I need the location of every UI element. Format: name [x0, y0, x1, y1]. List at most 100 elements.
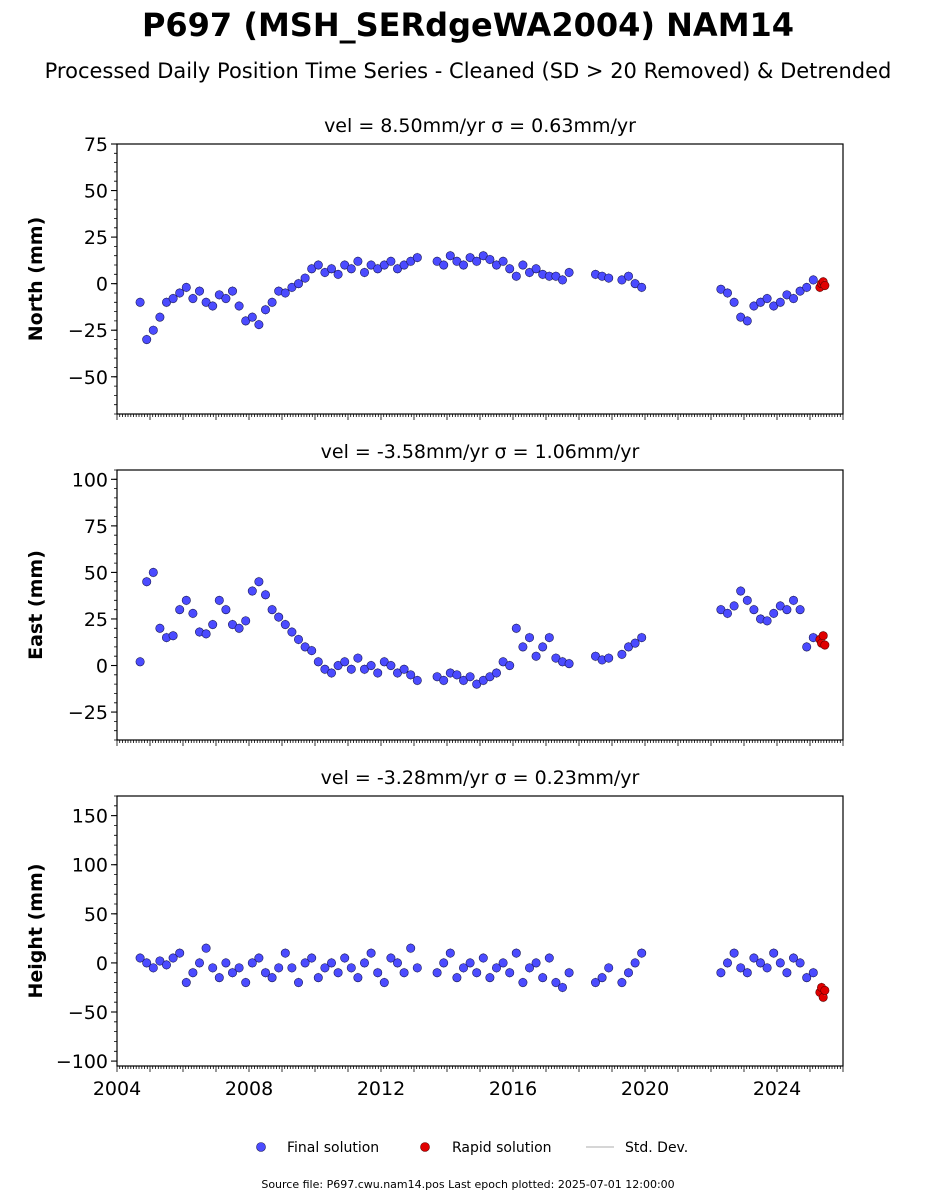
- final-point: [241, 616, 251, 626]
- final-point: [452, 670, 462, 680]
- final-point: [366, 661, 376, 671]
- final-point: [340, 953, 350, 963]
- final-point: [208, 620, 218, 630]
- legend-marker-final: [256, 1142, 266, 1152]
- final-point: [604, 653, 614, 663]
- legend: Final solution Rapid solution Std. Dev.: [256, 1140, 688, 1156]
- final-point: [188, 608, 198, 618]
- x-tick-label: 2024: [753, 1078, 801, 1100]
- y-axis-label-east: East (mm): [25, 550, 47, 660]
- final-point: [267, 973, 277, 983]
- series-rapid-east: [815, 630, 830, 651]
- final-point: [795, 605, 805, 615]
- final-point: [366, 948, 376, 958]
- final-point: [175, 948, 185, 958]
- final-point: [755, 958, 765, 968]
- final-point: [544, 633, 554, 643]
- final-point: [412, 253, 422, 263]
- final-point: [142, 958, 152, 968]
- final-point: [769, 948, 779, 958]
- final-point: [168, 953, 178, 963]
- final-point: [221, 605, 231, 615]
- final-point: [564, 659, 574, 669]
- final-point: [247, 958, 257, 968]
- final-point: [808, 968, 818, 978]
- y-tick-label-north: 0: [96, 274, 108, 296]
- final-point: [307, 646, 317, 656]
- y-tick-label-east: −25: [68, 702, 108, 724]
- final-point: [201, 943, 211, 953]
- final-point: [742, 968, 752, 978]
- final-point: [637, 948, 647, 958]
- y-axis-label-height: Height (mm): [25, 863, 47, 998]
- y-tick-label-east: 75: [84, 516, 108, 538]
- final-point: [155, 956, 165, 966]
- final-point: [274, 612, 284, 622]
- final-point: [313, 657, 323, 667]
- final-point: [386, 256, 396, 266]
- final-point: [326, 264, 336, 274]
- final-point: [201, 629, 211, 639]
- final-point: [722, 608, 732, 618]
- final-point: [195, 286, 205, 296]
- final-point: [716, 968, 726, 978]
- final-point: [241, 978, 251, 988]
- figure-title: P697 (MSH_SERdgeWA2004) NAM14: [142, 6, 794, 44]
- final-point: [168, 294, 178, 304]
- final-point: [511, 271, 521, 281]
- final-point: [340, 657, 350, 667]
- final-point: [221, 294, 231, 304]
- final-point: [320, 963, 330, 973]
- final-point: [280, 288, 290, 298]
- final-point: [742, 595, 752, 605]
- final-point: [769, 608, 779, 618]
- final-point: [788, 294, 798, 304]
- final-point: [234, 301, 244, 311]
- final-point: [148, 567, 158, 577]
- final-point: [637, 633, 647, 643]
- final-point: [234, 963, 244, 973]
- source-note: Source file: P697.cwu.nam14.pos Last epo…: [261, 1178, 674, 1191]
- final-point: [168, 631, 178, 641]
- final-point: [617, 978, 627, 988]
- final-point: [478, 953, 488, 963]
- legend-label-stddev: Std. Dev.: [625, 1140, 688, 1156]
- rapid-point: [820, 640, 830, 650]
- final-point: [472, 256, 482, 266]
- series-final-east: [135, 567, 818, 690]
- final-point: [386, 661, 396, 671]
- final-point: [788, 595, 798, 605]
- final-point: [346, 963, 356, 973]
- final-point: [637, 282, 647, 292]
- final-point: [597, 973, 607, 983]
- final-point: [604, 273, 614, 283]
- final-point: [247, 312, 257, 322]
- final-point: [729, 948, 739, 958]
- final-point: [175, 288, 185, 298]
- final-point: [228, 286, 238, 296]
- final-point: [511, 948, 521, 958]
- final-point: [287, 627, 297, 637]
- final-point: [379, 978, 389, 988]
- final-point: [188, 294, 198, 304]
- final-point: [439, 675, 449, 685]
- final-point: [472, 968, 482, 978]
- y-tick-label-height: −100: [56, 1051, 108, 1073]
- final-point: [432, 968, 442, 978]
- y-tick-label-height: 150: [72, 806, 108, 828]
- y-tick-label-east: 50: [84, 562, 108, 584]
- final-point: [300, 273, 310, 283]
- final-point: [188, 968, 198, 978]
- final-point: [538, 642, 548, 652]
- final-point: [254, 953, 264, 963]
- final-point: [524, 963, 534, 973]
- final-point: [557, 982, 567, 992]
- y-tick-label-height: 50: [84, 904, 108, 926]
- final-point: [518, 260, 528, 270]
- final-point: [775, 958, 785, 968]
- final-point: [498, 256, 508, 266]
- final-point: [498, 958, 508, 968]
- final-point: [326, 668, 336, 678]
